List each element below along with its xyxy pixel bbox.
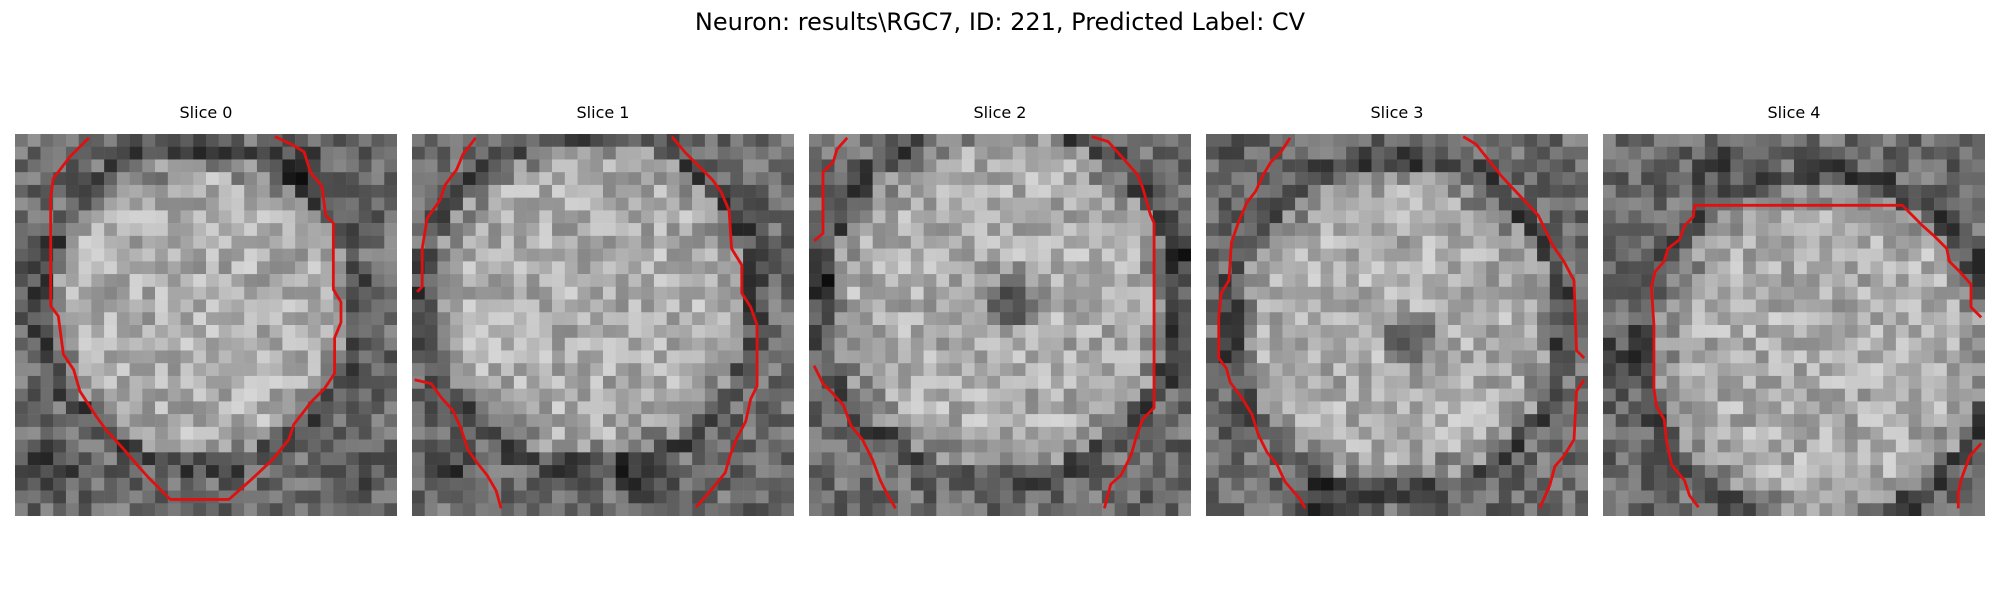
- contour-line: [1538, 378, 1586, 509]
- contour-line: [670, 135, 759, 509]
- slice-title-4: Slice 4: [1767, 103, 1821, 122]
- slice-image-0: [15, 134, 397, 516]
- slice-image-1: [412, 134, 794, 516]
- contour-line: [414, 378, 503, 509]
- contour-line: [1217, 137, 1307, 510]
- contour-line: [1462, 135, 1586, 360]
- slice-title-0: Slice 0: [179, 103, 233, 122]
- contour-line: [812, 365, 897, 510]
- slice-title-3: Slice 3: [1370, 103, 1424, 122]
- slice-title-2: Slice 2: [973, 103, 1027, 122]
- contour-line: [1649, 203, 1983, 508]
- slice-title-1: Slice 1: [576, 103, 630, 122]
- slice-image-2: [809, 134, 1191, 516]
- slice-image-3: [1206, 134, 1588, 516]
- contour-line: [1091, 135, 1156, 509]
- contour-line: [416, 136, 477, 293]
- figure-title: Neuron: results\RGC7, ID: 221, Predicted…: [694, 8, 1306, 36]
- contour-line: [813, 136, 849, 243]
- contour-line: [1956, 442, 1983, 509]
- slice-image-4: [1603, 134, 1985, 516]
- contour-line: [49, 135, 343, 501]
